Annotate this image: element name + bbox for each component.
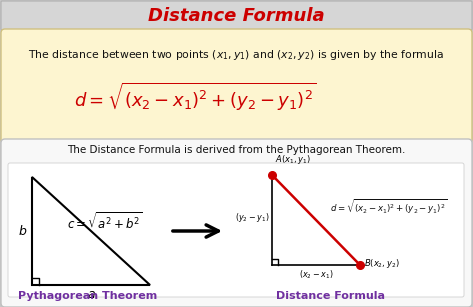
Text: $(y_2-y_1)$: $(y_2-y_1)$ bbox=[235, 212, 269, 224]
Text: Pythagorean Theorem: Pythagorean Theorem bbox=[18, 291, 158, 301]
FancyBboxPatch shape bbox=[1, 139, 472, 307]
FancyArrowPatch shape bbox=[173, 225, 219, 237]
Text: Distance Formula: Distance Formula bbox=[275, 291, 385, 301]
Text: $d = \sqrt{\left(x_2 - x_1\right)^2 + \left(y_2 - y_1\right)^2}$: $d = \sqrt{\left(x_2 - x_1\right)^2 + \l… bbox=[74, 81, 316, 113]
FancyBboxPatch shape bbox=[1, 29, 472, 143]
Text: $A(x_1, y_1)$: $A(x_1, y_1)$ bbox=[275, 153, 311, 166]
FancyBboxPatch shape bbox=[8, 163, 464, 297]
Text: The Distance Formula is derived from the Pythagorean Theorem.: The Distance Formula is derived from the… bbox=[67, 145, 405, 155]
Text: $(x_2-x_1)$: $(x_2-x_1)$ bbox=[299, 269, 333, 281]
FancyBboxPatch shape bbox=[1, 1, 472, 30]
Text: $c = \sqrt{a^2 + b^2}$: $c = \sqrt{a^2 + b^2}$ bbox=[67, 212, 143, 233]
Text: $d = \sqrt{(x_2 - x_1)^2 + (y_2 - y_1)^2}$: $d = \sqrt{(x_2 - x_1)^2 + (y_2 - y_1)^2… bbox=[330, 197, 447, 217]
Text: Distance Formula: Distance Formula bbox=[148, 7, 325, 25]
Text: $a$: $a$ bbox=[87, 287, 96, 301]
Text: $B(x_2, y_2)$: $B(x_2, y_2)$ bbox=[364, 258, 400, 270]
Text: $b$: $b$ bbox=[18, 224, 28, 238]
Text: The distance between two points $(x_1, y_1)$ and $(x_2, y_2)$ is given by the fo: The distance between two points $(x_1, y… bbox=[28, 48, 444, 62]
